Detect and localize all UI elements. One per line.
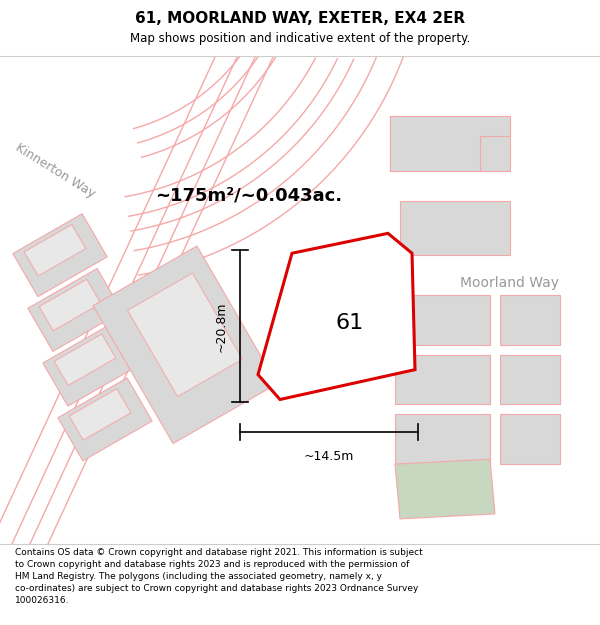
Text: Moorland Way: Moorland Way: [461, 276, 560, 290]
Polygon shape: [128, 273, 242, 396]
Polygon shape: [390, 116, 510, 171]
Text: 61, MOORLAND WAY, EXETER, EX4 2ER: 61, MOORLAND WAY, EXETER, EX4 2ER: [135, 11, 465, 26]
Polygon shape: [43, 323, 137, 406]
Text: Kinnerton Way: Kinnerton Way: [13, 141, 97, 201]
Polygon shape: [395, 459, 495, 519]
Polygon shape: [93, 246, 277, 444]
Polygon shape: [258, 233, 415, 399]
Polygon shape: [395, 355, 490, 404]
Polygon shape: [395, 414, 490, 464]
Text: Map shows position and indicative extent of the property.: Map shows position and indicative extent…: [130, 32, 470, 45]
Polygon shape: [39, 279, 101, 331]
Text: 61: 61: [336, 313, 364, 333]
Polygon shape: [500, 295, 560, 345]
Polygon shape: [54, 334, 116, 386]
Text: ~14.5m: ~14.5m: [304, 450, 354, 463]
Text: ~175m²/~0.043ac.: ~175m²/~0.043ac.: [155, 186, 342, 204]
Polygon shape: [28, 269, 122, 351]
Polygon shape: [58, 378, 152, 461]
Text: ~20.8m: ~20.8m: [215, 301, 228, 352]
Polygon shape: [395, 295, 490, 345]
Polygon shape: [24, 224, 86, 276]
Polygon shape: [390, 116, 510, 171]
Polygon shape: [69, 389, 131, 440]
Polygon shape: [500, 414, 560, 464]
Polygon shape: [400, 201, 510, 255]
Polygon shape: [500, 355, 560, 404]
Polygon shape: [13, 214, 107, 297]
Text: Contains OS data © Crown copyright and database right 2021. This information is : Contains OS data © Crown copyright and d…: [15, 548, 423, 606]
